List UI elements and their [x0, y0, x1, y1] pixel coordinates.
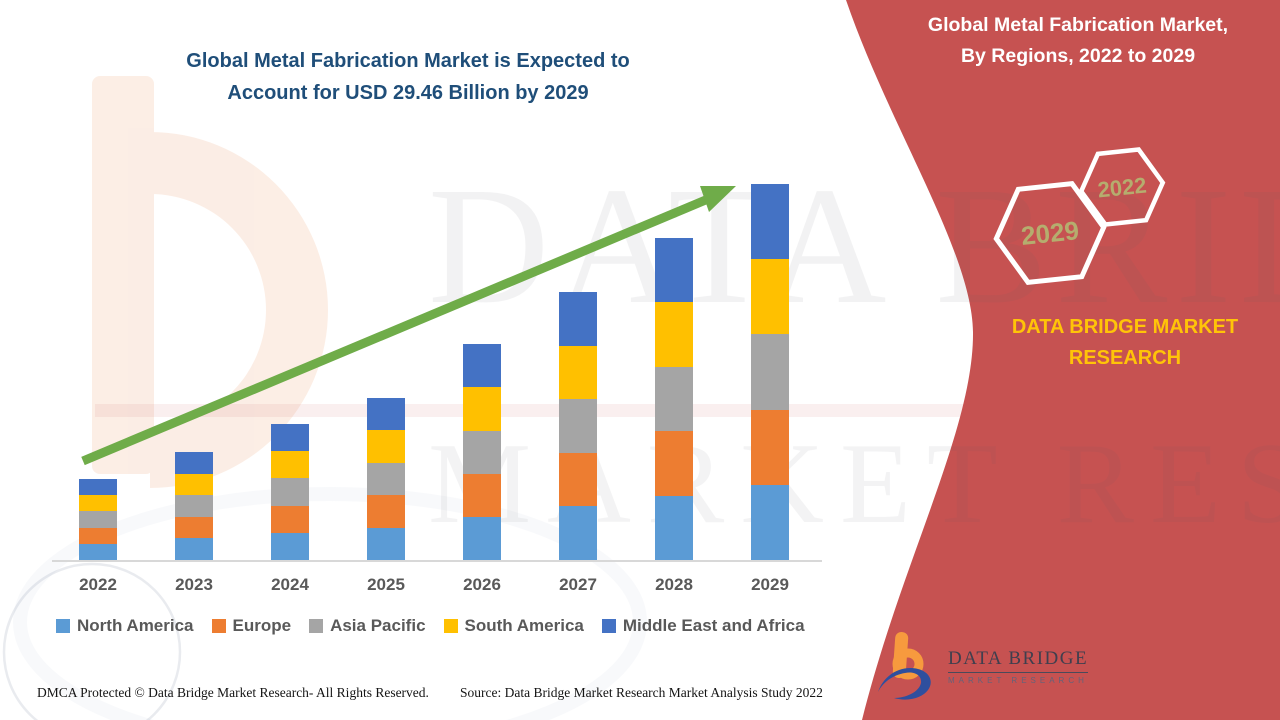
trend-arrow-head-icon: [700, 186, 736, 212]
bar-2027-middle-east-and-africa: [559, 291, 597, 346]
data-bridge-logo-icon: [878, 632, 931, 700]
legend-item-north-america: North America: [56, 616, 194, 636]
bar-2029-asia-pacific: [751, 334, 789, 410]
bar-2026-south-america: [463, 387, 501, 431]
legend-item-south-america: South America: [443, 616, 584, 636]
dmca-notice: DMCA Protected © Data Bridge Market Rese…: [37, 685, 429, 700]
hexagon-2029-icon: 2029: [993, 180, 1107, 286]
side-panel-title-line2: By Regions, 2022 to 2029: [960, 45, 1196, 67]
bar-2029-europe: [751, 409, 789, 485]
chart-title-line1: Global Metal Fabrication Market is Expec…: [186, 50, 630, 72]
bar-2027-europe: [559, 452, 597, 507]
legend-swatch-icon: [211, 619, 226, 633]
bar-2029-south-america: [751, 259, 789, 335]
bar-2025-asia-pacific: [367, 462, 405, 496]
legend-label: Middle East and Africa: [622, 616, 805, 635]
bar-2026-north-america: [463, 516, 501, 560]
legend-swatch-icon: [56, 619, 70, 633]
bar-2023-south-america: [175, 473, 213, 496]
bar-2022-asia-pacific: [79, 511, 117, 528]
x-axis-line: [52, 560, 822, 562]
chart-title-line2: Account for USD 29.46 Billion by 2029: [227, 82, 589, 104]
chart-title: Global Metal Fabrication Market is Expec…: [120, 45, 696, 109]
legend-item-asia-pacific: Asia Pacific: [309, 616, 426, 636]
brand-name-text: DATA BRIDGE MARKET RESEARCH: [975, 312, 1275, 374]
bar-2028-middle-east-and-africa: [655, 237, 693, 303]
bar-2022-north-america: [79, 543, 117, 560]
bar-2028-asia-pacific: [655, 366, 693, 432]
bar-2026-europe: [463, 473, 501, 517]
x-axis-label-2022: 2022: [79, 575, 117, 594]
legend-item-middle-east-and-africa: Middle East and Africa: [601, 616, 805, 636]
side-panel-title: Global Metal Fabrication Market, By Regi…: [888, 10, 1268, 72]
bar-2024-north-america: [271, 532, 309, 560]
bar-2025-middle-east-and-africa: [367, 397, 405, 431]
hexagon-2022-icon: 2022: [1078, 147, 1166, 227]
bar-2029-middle-east-and-africa: [751, 184, 789, 260]
bar-2027-asia-pacific: [559, 399, 597, 453]
bar-2026-middle-east-and-africa: [463, 344, 501, 388]
bar-2023-asia-pacific: [175, 495, 213, 517]
logo-name: DATA BRIDGE: [948, 648, 1089, 673]
side-panel-title-line1: Global Metal Fabrication Market,: [927, 14, 1229, 36]
hexagon-2022-label: 2022: [1096, 173, 1147, 203]
bar-2022-europe: [79, 527, 117, 544]
chart-legend: North America Europe Asia Pacific South Ame…: [56, 616, 805, 636]
legend-label: Asia Pacific: [330, 616, 426, 635]
legend-item-europe: Europe: [211, 616, 292, 636]
brand-name-line1: DATA BRIDGE MARKET: [1011, 316, 1239, 338]
data-bridge-logo: DATA BRIDGE MARKET RESEARCH: [876, 630, 1089, 702]
x-axis-label-2023: 2023: [175, 575, 213, 594]
bar-2025-europe: [367, 495, 405, 528]
bar-2028-north-america: [655, 495, 693, 560]
source-citation: Source: Data Bridge Market Research Mark…: [460, 685, 823, 700]
x-axis-label-2024: 2024: [271, 575, 309, 594]
legend-swatch-icon: [601, 619, 616, 633]
bar-2024-europe: [271, 505, 309, 533]
watermark-text-market-research: MARKET RESEARCH: [428, 420, 1280, 548]
bar-2026-asia-pacific: [463, 430, 501, 474]
legend-label: North America: [77, 616, 194, 635]
bar-2023-europe: [175, 516, 213, 539]
x-axis-label-2026: 2026: [463, 575, 501, 594]
x-axis-label-2028: 2028: [655, 575, 693, 594]
bar-2024-middle-east-and-africa: [271, 424, 309, 452]
logo-text-column: DATA BRIDGE MARKET RESEARCH: [948, 648, 1089, 685]
bar-2023-middle-east-and-africa: [175, 452, 213, 474]
x-axis-label-2029: 2029: [751, 575, 789, 594]
bar-2022-middle-east-and-africa: [79, 478, 117, 496]
legend-label: South America: [464, 616, 584, 635]
bar-2025-south-america: [367, 430, 405, 463]
x-axis-label-2027: 2027: [559, 575, 597, 594]
x-axis-label-2025: 2025: [367, 575, 405, 594]
bar-2022-south-america: [79, 495, 117, 512]
bar-2025-north-america: [367, 527, 405, 560]
bar-2027-north-america: [559, 506, 597, 560]
bar-2024-south-america: [271, 451, 309, 479]
bar-2027-south-america: [559, 345, 597, 400]
hexagon-2029-label: 2029: [1020, 215, 1081, 251]
bar-2028-south-america: [655, 302, 693, 367]
legend-label: Europe: [232, 616, 292, 635]
brand-name-line2: RESEARCH: [1068, 347, 1182, 369]
bar-2029-north-america: [751, 484, 789, 560]
bar-2024-asia-pacific: [271, 478, 309, 506]
legend-swatch-icon: [309, 619, 324, 633]
legend-swatch-icon: [443, 619, 458, 633]
pink-band-decoration: [95, 404, 975, 417]
bar-2028-europe: [655, 431, 693, 496]
bar-2023-north-america: [175, 538, 213, 560]
logo-tagline: MARKET RESEARCH: [948, 675, 1088, 685]
